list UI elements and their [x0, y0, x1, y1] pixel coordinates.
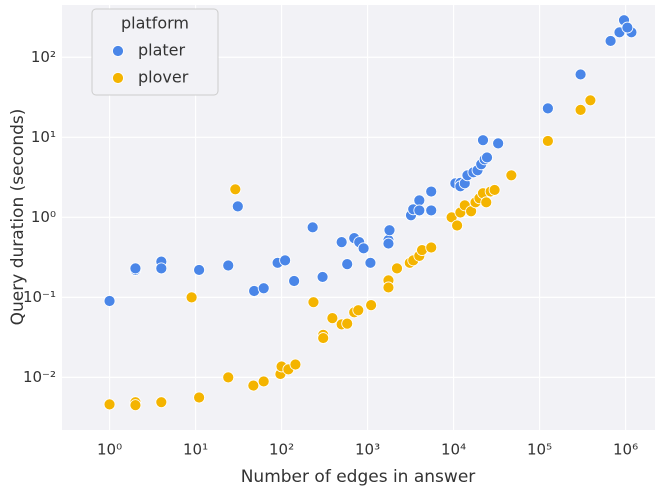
point: [413, 204, 426, 217]
point: [488, 184, 501, 196]
y-tick-label: 10⁻²: [23, 368, 56, 386]
y-tick-label: 10⁰: [31, 208, 56, 226]
point: [584, 94, 597, 107]
point: [480, 196, 493, 209]
point: [247, 379, 260, 392]
point: [382, 237, 395, 250]
point: [155, 262, 168, 275]
legend-title: platform: [121, 14, 189, 33]
point: [335, 236, 348, 249]
point: [365, 299, 378, 312]
point: [341, 317, 354, 330]
point: [413, 194, 426, 207]
point: [129, 399, 142, 412]
point: [155, 396, 168, 409]
x-axis-label: Number of edges in answer: [241, 467, 476, 487]
x-tick-label: 10⁴: [441, 441, 466, 459]
x-tick-label: 10³: [355, 441, 380, 459]
point: [477, 134, 489, 147]
point: [621, 21, 634, 34]
point: [425, 241, 438, 254]
x-tick-label: 10²: [269, 441, 294, 459]
legend-marker: [112, 72, 124, 84]
point: [231, 200, 244, 213]
y-tick-label: 10²: [31, 48, 56, 66]
legend-box: [91, 8, 219, 96]
point: [541, 102, 554, 115]
point: [193, 391, 206, 404]
point: [383, 224, 396, 237]
point: [129, 262, 142, 275]
point: [341, 258, 354, 271]
point: [326, 312, 339, 325]
point: [316, 271, 329, 283]
y-axis-label: Query duration (seconds): [8, 109, 28, 326]
point: [364, 256, 377, 269]
point: [574, 103, 587, 116]
point: [481, 151, 493, 164]
point: [492, 137, 505, 150]
point: [229, 183, 242, 196]
point: [352, 304, 365, 317]
point: [257, 375, 270, 388]
y-tick-label: 10⁻¹: [23, 288, 56, 306]
point: [288, 275, 301, 287]
point: [541, 135, 554, 147]
x-tick-label: 10⁵: [527, 441, 552, 459]
x-tick-label: 10⁶: [613, 441, 638, 459]
legend-marker: [112, 45, 124, 57]
point: [279, 254, 292, 267]
y-tick-label: 10¹: [31, 128, 56, 146]
point: [505, 169, 518, 182]
point: [382, 281, 395, 294]
x-tick-label: 10⁰: [97, 441, 122, 459]
point: [604, 35, 617, 47]
point: [222, 259, 235, 272]
point: [425, 185, 438, 198]
point: [185, 291, 198, 304]
point: [357, 242, 370, 255]
legend-label: plater: [138, 41, 186, 60]
point: [425, 204, 438, 217]
point: [317, 332, 330, 344]
x-tick-label: 10¹: [183, 441, 208, 459]
point: [391, 262, 403, 275]
point: [257, 282, 270, 295]
point: [574, 68, 587, 81]
point: [451, 219, 464, 232]
point: [289, 358, 302, 371]
point: [306, 221, 319, 234]
point: [193, 264, 206, 276]
point: [307, 296, 320, 309]
point: [103, 295, 116, 307]
legend-label: plover: [138, 68, 189, 87]
point: [103, 398, 116, 411]
point: [222, 371, 235, 384]
